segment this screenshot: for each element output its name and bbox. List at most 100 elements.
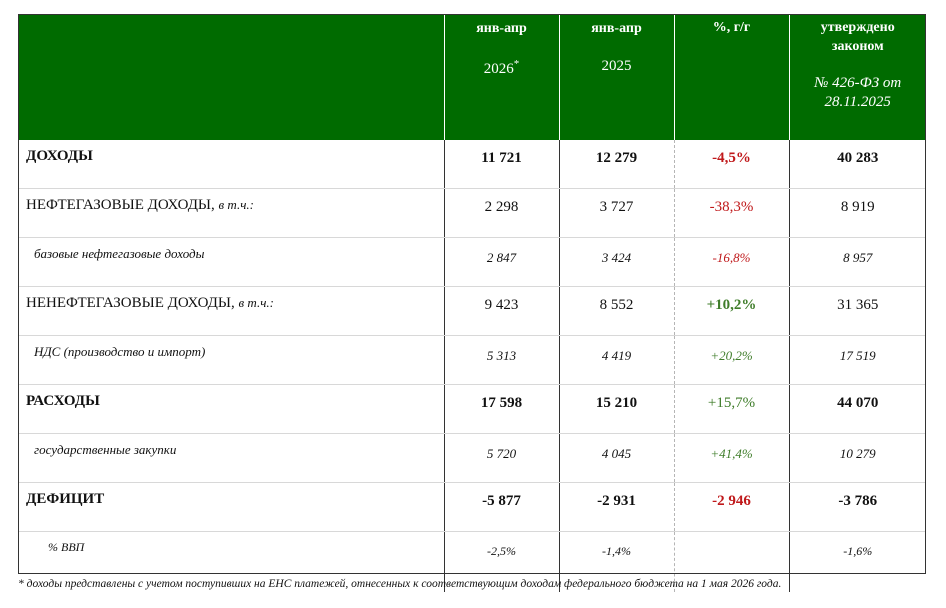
row-label-note: в т.ч.: xyxy=(218,197,254,212)
header-2026-year-wrap: 2026* xyxy=(445,58,559,78)
value-yoy-text: +41,4% xyxy=(710,446,753,461)
value-2026-text: 2 298 xyxy=(484,199,519,215)
table-row: НЕФТЕГАЗОВЫЕ ДОХОДЫ, в т.ч.: 2 298 3 727… xyxy=(18,188,926,238)
value-yoy: -38,3% xyxy=(673,188,789,238)
value-law: 44 070 xyxy=(788,384,926,434)
value-2026-text: 2 847 xyxy=(486,250,517,265)
value-yoy-text: -38,3% xyxy=(709,199,754,215)
row-label-text: НДС (производство и импорт) xyxy=(34,344,206,359)
value-law: 40 283 xyxy=(788,140,926,189)
row-label: государственные закупки xyxy=(18,433,444,483)
value-law-text: 31 365 xyxy=(837,297,879,313)
row-label: НДС (производство и импорт) xyxy=(18,335,444,385)
value-2026: 2 298 xyxy=(443,188,559,238)
row-label-wrap: НЕФТЕГАЗОВЫЕ ДОХОДЫ, в т.ч.: xyxy=(18,189,444,214)
row-label: НЕФТЕГАЗОВЫЕ ДОХОДЫ, в т.ч.: xyxy=(18,188,444,238)
value-law: -3 786 xyxy=(788,482,926,532)
table-row: ДОХОДЫ 11 721 12 279 -4,5% 40 283 xyxy=(18,140,926,189)
value-law: -1,6% xyxy=(788,531,926,592)
value-law: 10 279 xyxy=(788,433,926,483)
row-label: РАСХОДЫ xyxy=(18,384,444,434)
value-2025: 3 727 xyxy=(558,188,674,238)
value-2026: 5 313 xyxy=(443,335,559,385)
header-2026-period: янв-апр xyxy=(476,21,527,36)
value-2026: 11 721 xyxy=(443,140,559,189)
value-2026-text: 9 423 xyxy=(484,297,519,313)
header-row: янв-апр 2026* янв-апр 2025 %, г/г утверж… xyxy=(18,14,926,140)
value-2026: 2 847 xyxy=(443,237,559,287)
value-2026: 5 720 xyxy=(443,433,559,483)
row-label: ДЕФИЦИТ xyxy=(18,482,444,532)
value-2025-text: 3 424 xyxy=(601,250,632,265)
footnote: * доходы представлены с учетом поступивш… xyxy=(18,578,782,590)
row-label-text: НЕНЕФТЕГАЗОВЫЕ ДОХОДЫ, xyxy=(26,295,235,311)
value-law-text: 40 283 xyxy=(837,150,879,166)
value-law: 17 519 xyxy=(788,335,926,385)
value-2025-text: 12 279 xyxy=(595,150,638,166)
header-2025-period: янв-апр xyxy=(591,21,642,36)
header-law: утверждено законом № 426-ФЗ от 28.11.202… xyxy=(788,14,926,140)
header-2025: янв-апр 2025 xyxy=(558,14,674,140)
value-2025-text: 15 210 xyxy=(595,395,638,411)
value-law-text: -1,6% xyxy=(843,544,873,558)
row-label-text: РАСХОДЫ xyxy=(26,393,100,409)
table-row: % ВВП -2,5% -1,4% -1,6% xyxy=(18,531,926,593)
header-2025-year: 2025 xyxy=(601,58,632,74)
value-yoy-text: +20,2% xyxy=(710,348,753,363)
value-2026-text: 5 313 xyxy=(486,348,517,363)
table-row: государственные закупки 5 720 4 045 +41,… xyxy=(18,433,926,483)
header-yoy-label: %, г/г xyxy=(712,20,751,35)
header-law-line4: 28.11.2025 xyxy=(824,94,891,110)
row-label: ДОХОДЫ xyxy=(18,140,444,189)
header-2026: янв-апр 2026* xyxy=(443,14,559,140)
value-law-text: 8 919 xyxy=(840,199,875,215)
value-2026-text: 5 720 xyxy=(486,446,517,461)
value-law: 8 957 xyxy=(788,237,926,287)
row-label-wrap: НЕНЕФТЕГАЗОВЫЕ ДОХОДЫ, в т.ч.: xyxy=(18,287,444,312)
row-label: % ВВП xyxy=(18,532,444,593)
value-2026: 9 423 xyxy=(443,286,559,336)
value-yoy: -4,5% xyxy=(673,140,789,189)
row-label-text: государственные закупки xyxy=(34,442,177,457)
value-yoy: +15,7% xyxy=(673,384,789,434)
value-yoy-text: -2 946 xyxy=(712,493,751,509)
value-2025-text: 4 419 xyxy=(601,348,632,363)
row-label: базовые нефтегазовые доходы xyxy=(18,237,444,287)
value-2025: 12 279 xyxy=(558,140,674,189)
value-2025-text: -2 931 xyxy=(597,493,636,509)
header-law-line3: № 426-ФЗ от xyxy=(814,75,902,91)
value-2026-text: -2,5% xyxy=(487,544,516,558)
value-2026: -5 877 xyxy=(443,482,559,532)
value-law-text: 10 279 xyxy=(839,446,876,461)
value-2026: 17 598 xyxy=(443,384,559,434)
value-yoy: -16,8% xyxy=(673,237,789,287)
header-label-cell xyxy=(18,14,444,140)
budget-table-container: янв-апр 2026* янв-апр 2025 %, г/г утверж… xyxy=(18,14,926,592)
row-label-text: ДОХОДЫ xyxy=(26,148,93,164)
header-2026-footnote-mark: * xyxy=(513,58,520,70)
header-yoy: %, г/г xyxy=(673,14,789,140)
table-row: РАСХОДЫ 17 598 15 210 +15,7% 44 070 xyxy=(18,384,926,434)
value-2026-text: -5 877 xyxy=(482,493,521,509)
value-yoy-text: -16,8% xyxy=(712,250,751,265)
row-label: НЕНЕФТЕГАЗОВЫЕ ДОХОДЫ, в т.ч.: xyxy=(18,286,444,336)
value-law-text: 44 070 xyxy=(837,395,879,411)
value-2025: 4 045 xyxy=(558,433,674,483)
value-2025-text: 3 727 xyxy=(599,199,634,215)
header-law-line1: утверждено xyxy=(820,20,895,35)
value-2026-text: 17 598 xyxy=(480,395,523,411)
value-yoy xyxy=(673,531,789,592)
value-2025: 3 424 xyxy=(558,237,674,287)
value-yoy-text xyxy=(675,532,789,544)
value-law-text: -3 786 xyxy=(838,493,878,509)
value-2025-text: -1,4% xyxy=(602,544,631,558)
table-row: НЕНЕФТЕГАЗОВЫЕ ДОХОДЫ, в т.ч.: 9 423 8 5… xyxy=(18,286,926,336)
value-2026: -2,5% xyxy=(443,531,559,592)
row-label-text: базовые нефтегазовые доходы xyxy=(34,246,205,261)
value-2025-text: 8 552 xyxy=(599,297,634,313)
value-yoy: +10,2% xyxy=(673,286,789,336)
header-law-line2: законом xyxy=(831,39,884,54)
value-law: 8 919 xyxy=(788,188,926,238)
value-2025: 8 552 xyxy=(558,286,674,336)
header-2026-year: 2026 xyxy=(483,61,514,77)
